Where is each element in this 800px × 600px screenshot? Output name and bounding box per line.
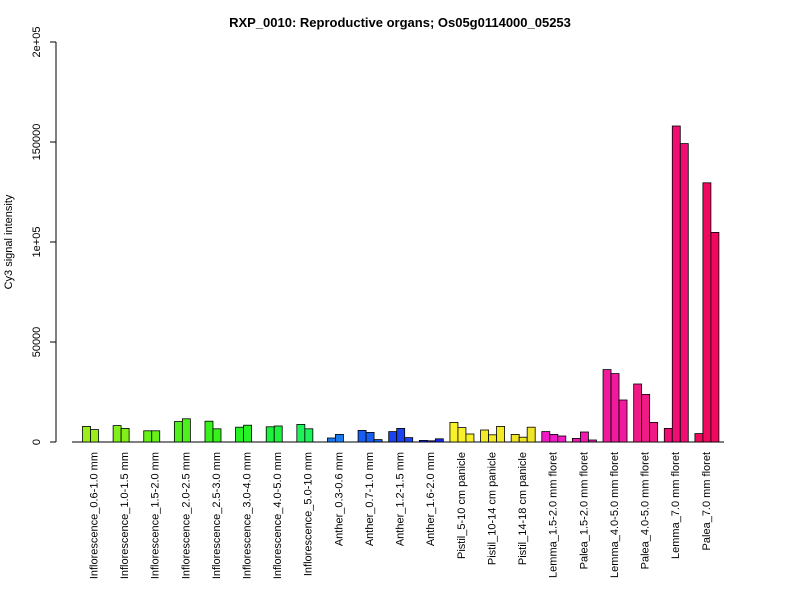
bar [90, 429, 99, 443]
bar [694, 433, 704, 443]
category-labels: Inflorescence_0.6-1.0 mm Inflorescence_1.… [88, 452, 712, 579]
bar [549, 433, 559, 443]
y-axis-ticks: 0 50000 1e+05 150000 2e+05 [31, 27, 56, 445]
x-category-label: Palea_7.0 mm floret [701, 452, 713, 550]
bar [112, 425, 122, 443]
bar [633, 383, 643, 443]
y-tick-label: 150000 [31, 124, 43, 161]
bar [418, 439, 428, 443]
bar [641, 393, 651, 443]
bar [572, 437, 581, 443]
y-tick-label: 1e+05 [31, 227, 43, 258]
bar [357, 429, 367, 443]
bar [173, 421, 183, 443]
x-category-label: Pistil_10-14 cm panicle [486, 452, 498, 565]
x-category-label: Anther_0.3-0.6 mm [333, 452, 345, 546]
bar [304, 428, 314, 443]
bar [710, 231, 720, 443]
bar [426, 440, 436, 443]
bar [557, 435, 567, 443]
x-category-label: Anther_1.2-1.5 mm [395, 452, 407, 546]
x-category-label: Pistil_5-10 cm panicle [456, 452, 468, 559]
bar [465, 433, 475, 443]
bar [488, 434, 497, 443]
bar [671, 125, 681, 443]
x-category-label: Palea_4.0-5.0 mm floret [640, 452, 652, 569]
bar [649, 421, 659, 443]
bar [518, 436, 528, 443]
bar [588, 439, 597, 443]
bar [373, 439, 383, 443]
bar [602, 369, 612, 443]
bar [679, 143, 689, 443]
x-category-label: Palea_1.5-2.0 mm floret [578, 452, 590, 569]
bar [404, 437, 414, 443]
bar [143, 430, 153, 443]
bar [273, 425, 283, 443]
x-category-label: Inflorescence_0.6-1.0 mm [88, 452, 100, 579]
bar [580, 431, 589, 443]
bar [449, 421, 459, 443]
x-category-label: Inflorescence_3.0-4.0 mm [242, 452, 254, 579]
x-category-label: Inflorescence_1.0-1.5 mm [119, 452, 131, 579]
bar [618, 399, 628, 443]
bar [526, 426, 536, 443]
x-category-label: Inflorescence_5.0-10 mm [303, 452, 315, 576]
y-axis-label: Cy3 signal intensity [3, 194, 15, 289]
x-category-label: Lemma_7.0 mm floret [670, 452, 682, 559]
bar [396, 427, 406, 443]
x-category-label: Pistil_14-18 cm panicle [517, 452, 529, 565]
bar [480, 429, 489, 443]
bar [151, 430, 161, 443]
x-category-label: Inflorescence_2.5-3.0 mm [211, 452, 223, 579]
y-tick-label: 0 [31, 439, 43, 445]
bar [235, 426, 245, 443]
bar [265, 426, 275, 443]
bar [388, 431, 398, 443]
bar [335, 433, 344, 443]
bar [457, 427, 467, 443]
bar [181, 418, 191, 443]
bar [702, 182, 712, 443]
bar [541, 431, 551, 443]
x-category-label: Anther_0.7-1.0 mm [364, 452, 376, 546]
bar [296, 423, 306, 443]
bar [243, 424, 253, 443]
y-tick-label: 50000 [31, 327, 43, 358]
x-category-label: Inflorescence_2.0-2.5 mm [180, 452, 192, 579]
bar [365, 431, 375, 443]
bar [610, 373, 620, 443]
bar [663, 427, 673, 443]
bar [82, 425, 91, 443]
x-category-label: Inflorescence_1.5-2.0 mm [150, 452, 162, 579]
bar [510, 433, 520, 443]
x-category-label: Lemma_1.5-2.0 mm floret [548, 452, 560, 578]
y-tick-label: 2e+05 [31, 27, 43, 58]
bar [204, 420, 214, 443]
bar [496, 425, 505, 443]
x-category-label: Inflorescence_4.0-5.0 mm [272, 452, 284, 579]
bar [120, 427, 130, 443]
chart-title: RXP_0010: Reproductive organs; Os05g0114… [229, 15, 571, 30]
bar [434, 438, 444, 443]
bar-series [82, 125, 720, 443]
x-category-label: Anther_1.6-2.0 mm [425, 452, 437, 546]
x-category-label: Lemma_4.0-5.0 mm floret [609, 452, 621, 578]
bar [212, 428, 222, 443]
bar [327, 437, 336, 443]
